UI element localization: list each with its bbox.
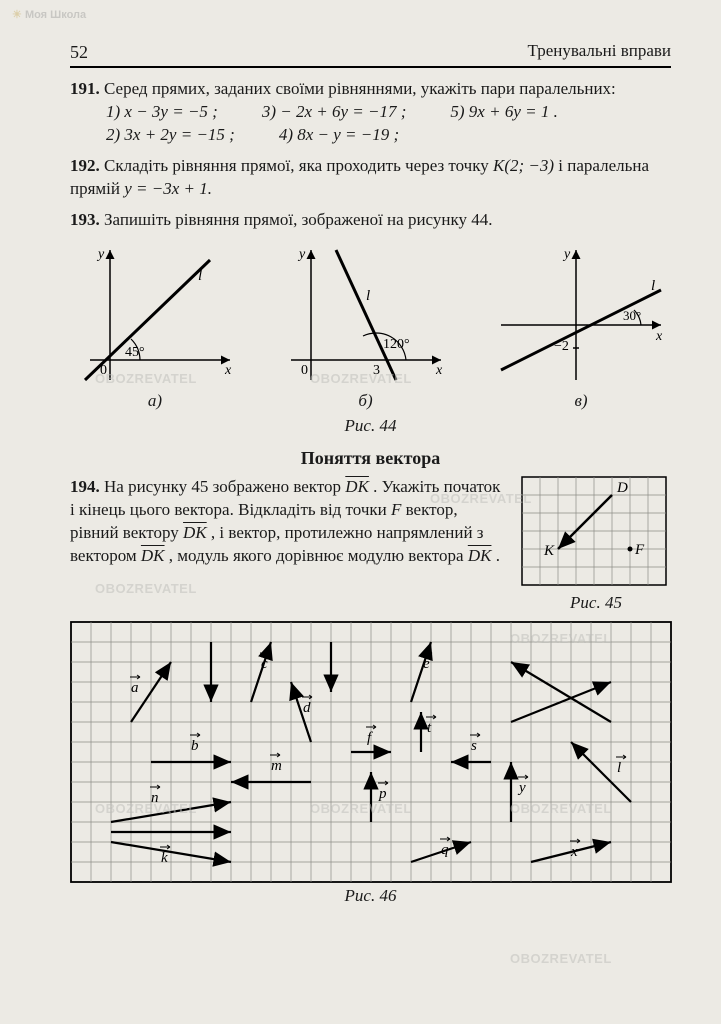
task-194: 194. На рисунку 45 зображено вектор DK .… [70,476,671,615]
task-191-row1: 1) x − 3y = −5 ; 3) − 2x + 6y = −17 ; 5)… [70,101,671,124]
figure-45: DKF Рис. 45 [521,476,671,615]
svg-text:K: K [543,543,555,559]
svg-text:y: y [562,247,571,262]
task-191-row2: 2) 3x + 2y = −15 ; 4) 8x − y = −19 ; [70,124,671,147]
svg-text:f: f [367,730,373,746]
svg-text:l: l [366,288,370,304]
svg-text:45°: 45° [125,345,145,360]
svg-text:a: a [131,680,139,696]
task-193: 193. Запишіть рівняння прямої, зображено… [70,209,671,232]
svg-text:b: b [191,738,199,754]
figure-46: abcdfmetspnkqyxl Рис. 46 [70,621,671,908]
svg-text:q: q [441,842,449,858]
svg-text:y: y [96,247,105,262]
svg-text:y: y [297,247,306,262]
figure-44: 45° 0 x y l а) 120° 0 3 x y l [70,240,671,413]
svg-text:−2: −2 [554,339,569,354]
svg-text:p: p [378,786,387,802]
svg-text:n: n [151,790,159,806]
svg-text:y: y [517,780,526,796]
page-header: 52 Тренувальні вправи [70,40,671,68]
svg-text:x: x [435,363,443,378]
svg-text:l: l [617,760,621,776]
svg-text:l: l [651,278,655,294]
svg-text:D: D [616,480,628,496]
watermark-logo: ☀ Моя Школа [12,8,112,34]
task-191: 191. Серед прямих, заданих своїми рівнян… [70,78,671,147]
svg-text:c: c [261,656,268,672]
svg-text:x: x [655,329,663,344]
svg-text:30°: 30° [623,308,641,323]
fig44-caption: Рис. 44 [70,415,671,438]
section-title: Поняття вектора [70,446,671,470]
svg-text:0: 0 [100,363,107,378]
svg-text:x: x [224,363,232,378]
svg-text:d: d [303,700,311,716]
svg-text:120°: 120° [383,337,410,352]
svg-text:e: e [423,656,430,672]
svg-text:l: l [198,268,202,284]
fig44-a: 45° 0 x y l а) [70,240,240,413]
svg-text:x: x [570,844,578,860]
textbook-page: ☀ Моя Школа 52 Тренувальні вправи 191. С… [0,0,721,1024]
fig44-c: 30° −2 x y l в) [491,240,671,413]
svg-text:F: F [634,542,645,558]
watermark: OBOZREVATEL [510,950,612,968]
task-192: 192. Складіть рівняння прямої, яка прохо… [70,155,671,201]
svg-text:s: s [471,738,477,754]
fig44-b: 120° 0 3 x y l б) [281,240,451,413]
header-title: Тренувальні вправи [528,40,671,64]
svg-text:3: 3 [373,363,380,378]
svg-text:0: 0 [301,363,308,378]
page-number: 52 [70,40,88,64]
svg-text:k: k [161,850,168,866]
svg-text:m: m [271,758,282,774]
